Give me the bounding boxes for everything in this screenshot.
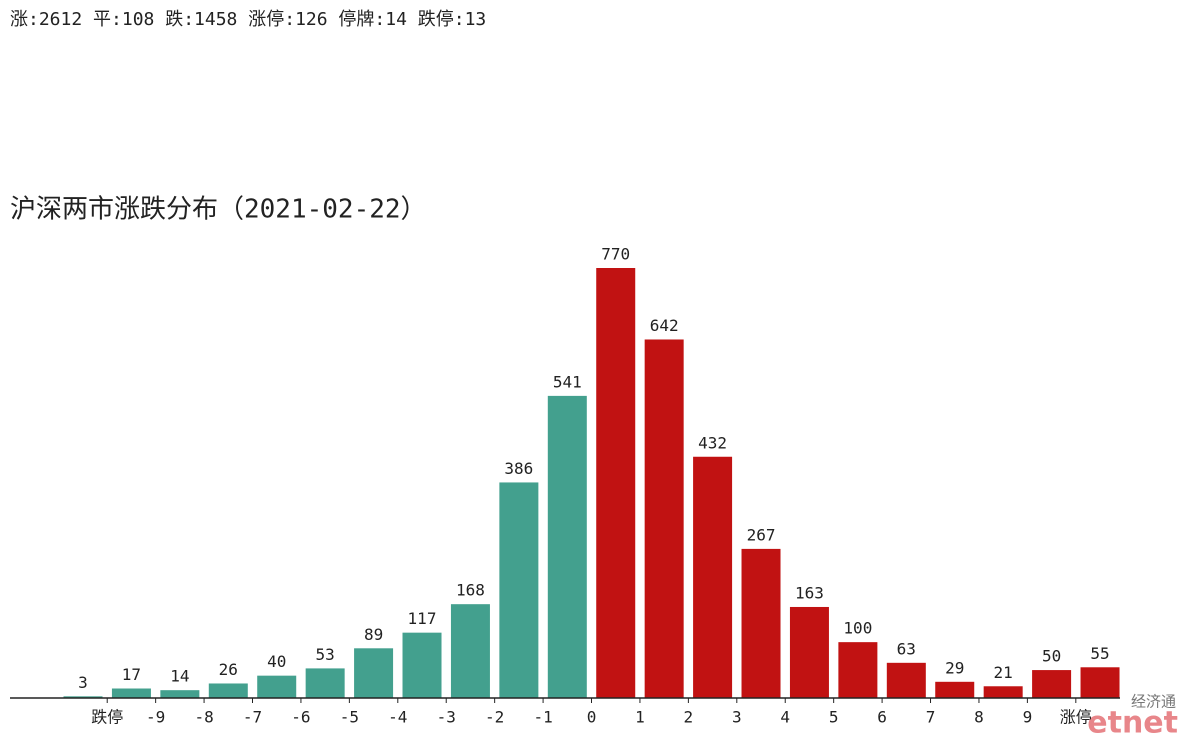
data-label: 26 xyxy=(219,660,238,679)
x-tick-label: -8 xyxy=(194,708,213,727)
x-tick-label: -3 xyxy=(437,708,456,727)
data-label: 267 xyxy=(747,525,776,544)
x-tick-label: 2 xyxy=(684,708,694,727)
data-label: 50 xyxy=(1042,647,1061,666)
data-label: 21 xyxy=(994,663,1013,682)
x-tick-label: 4 xyxy=(780,708,790,727)
bar xyxy=(450,604,490,698)
x-tick-label: 跌停 xyxy=(91,708,123,727)
bar xyxy=(741,548,781,698)
data-label: 40 xyxy=(267,652,286,671)
data-label: 432 xyxy=(698,433,727,452)
x-tick-label: -9 xyxy=(146,708,165,727)
bar xyxy=(499,482,539,698)
data-label: 386 xyxy=(504,459,533,478)
x-tick-label: -7 xyxy=(243,708,262,727)
x-tick-label: 5 xyxy=(829,708,839,727)
bar xyxy=(111,688,151,698)
x-tick-label: 9 xyxy=(1023,708,1033,727)
data-label: 541 xyxy=(553,372,582,391)
x-tick-label: 0 xyxy=(587,708,597,727)
bar xyxy=(208,683,248,698)
bar xyxy=(402,632,442,698)
x-tick-label: -6 xyxy=(291,708,310,727)
x-tick-label: 1 xyxy=(635,708,645,727)
watermark-name: 经济通 xyxy=(1131,693,1176,711)
data-label: 117 xyxy=(408,609,437,628)
bar xyxy=(1080,667,1120,698)
data-label: 89 xyxy=(364,625,383,644)
bar xyxy=(693,456,733,698)
bar xyxy=(644,339,684,698)
data-label: 168 xyxy=(456,581,485,600)
x-tick-label: 6 xyxy=(877,708,887,727)
bar xyxy=(983,686,1023,698)
x-tick-label: 7 xyxy=(926,708,936,727)
x-tick-label: 3 xyxy=(732,708,742,727)
bar xyxy=(354,648,394,698)
bar xyxy=(63,696,103,698)
watermark-logo: etnet xyxy=(1087,706,1178,738)
bar xyxy=(547,395,587,698)
x-tick-label: 8 xyxy=(974,708,984,727)
data-label: 3 xyxy=(78,673,88,692)
x-tick-label: -4 xyxy=(388,708,407,727)
data-label: 642 xyxy=(650,316,679,335)
x-tick-label: -1 xyxy=(533,708,552,727)
bar xyxy=(935,681,975,698)
data-label: 53 xyxy=(316,645,335,664)
bar xyxy=(596,268,636,698)
bar xyxy=(257,675,297,698)
data-label: 55 xyxy=(1090,644,1109,663)
data-label: 63 xyxy=(897,639,916,658)
x-tick-label: -2 xyxy=(485,708,504,727)
bar xyxy=(160,690,200,698)
data-label: 29 xyxy=(945,658,964,677)
data-label: 770 xyxy=(601,245,630,264)
data-label: 17 xyxy=(122,665,141,684)
data-label: 163 xyxy=(795,583,824,602)
x-tick-label: -5 xyxy=(340,708,359,727)
bar xyxy=(838,642,878,698)
chart-title: 沪深两市涨跌分布（2021-02-22） xyxy=(10,195,427,225)
summary: 涨:2612 平:108 跌:1458 涨停:126 停牌:14 跌停:13 xyxy=(10,9,486,30)
data-label: 100 xyxy=(843,619,872,638)
data-label: 14 xyxy=(170,667,189,686)
bar xyxy=(886,662,926,698)
bar xyxy=(789,606,829,698)
x-tick-label: 涨停 xyxy=(1060,708,1092,727)
bar xyxy=(1032,670,1072,698)
bar xyxy=(305,668,345,698)
